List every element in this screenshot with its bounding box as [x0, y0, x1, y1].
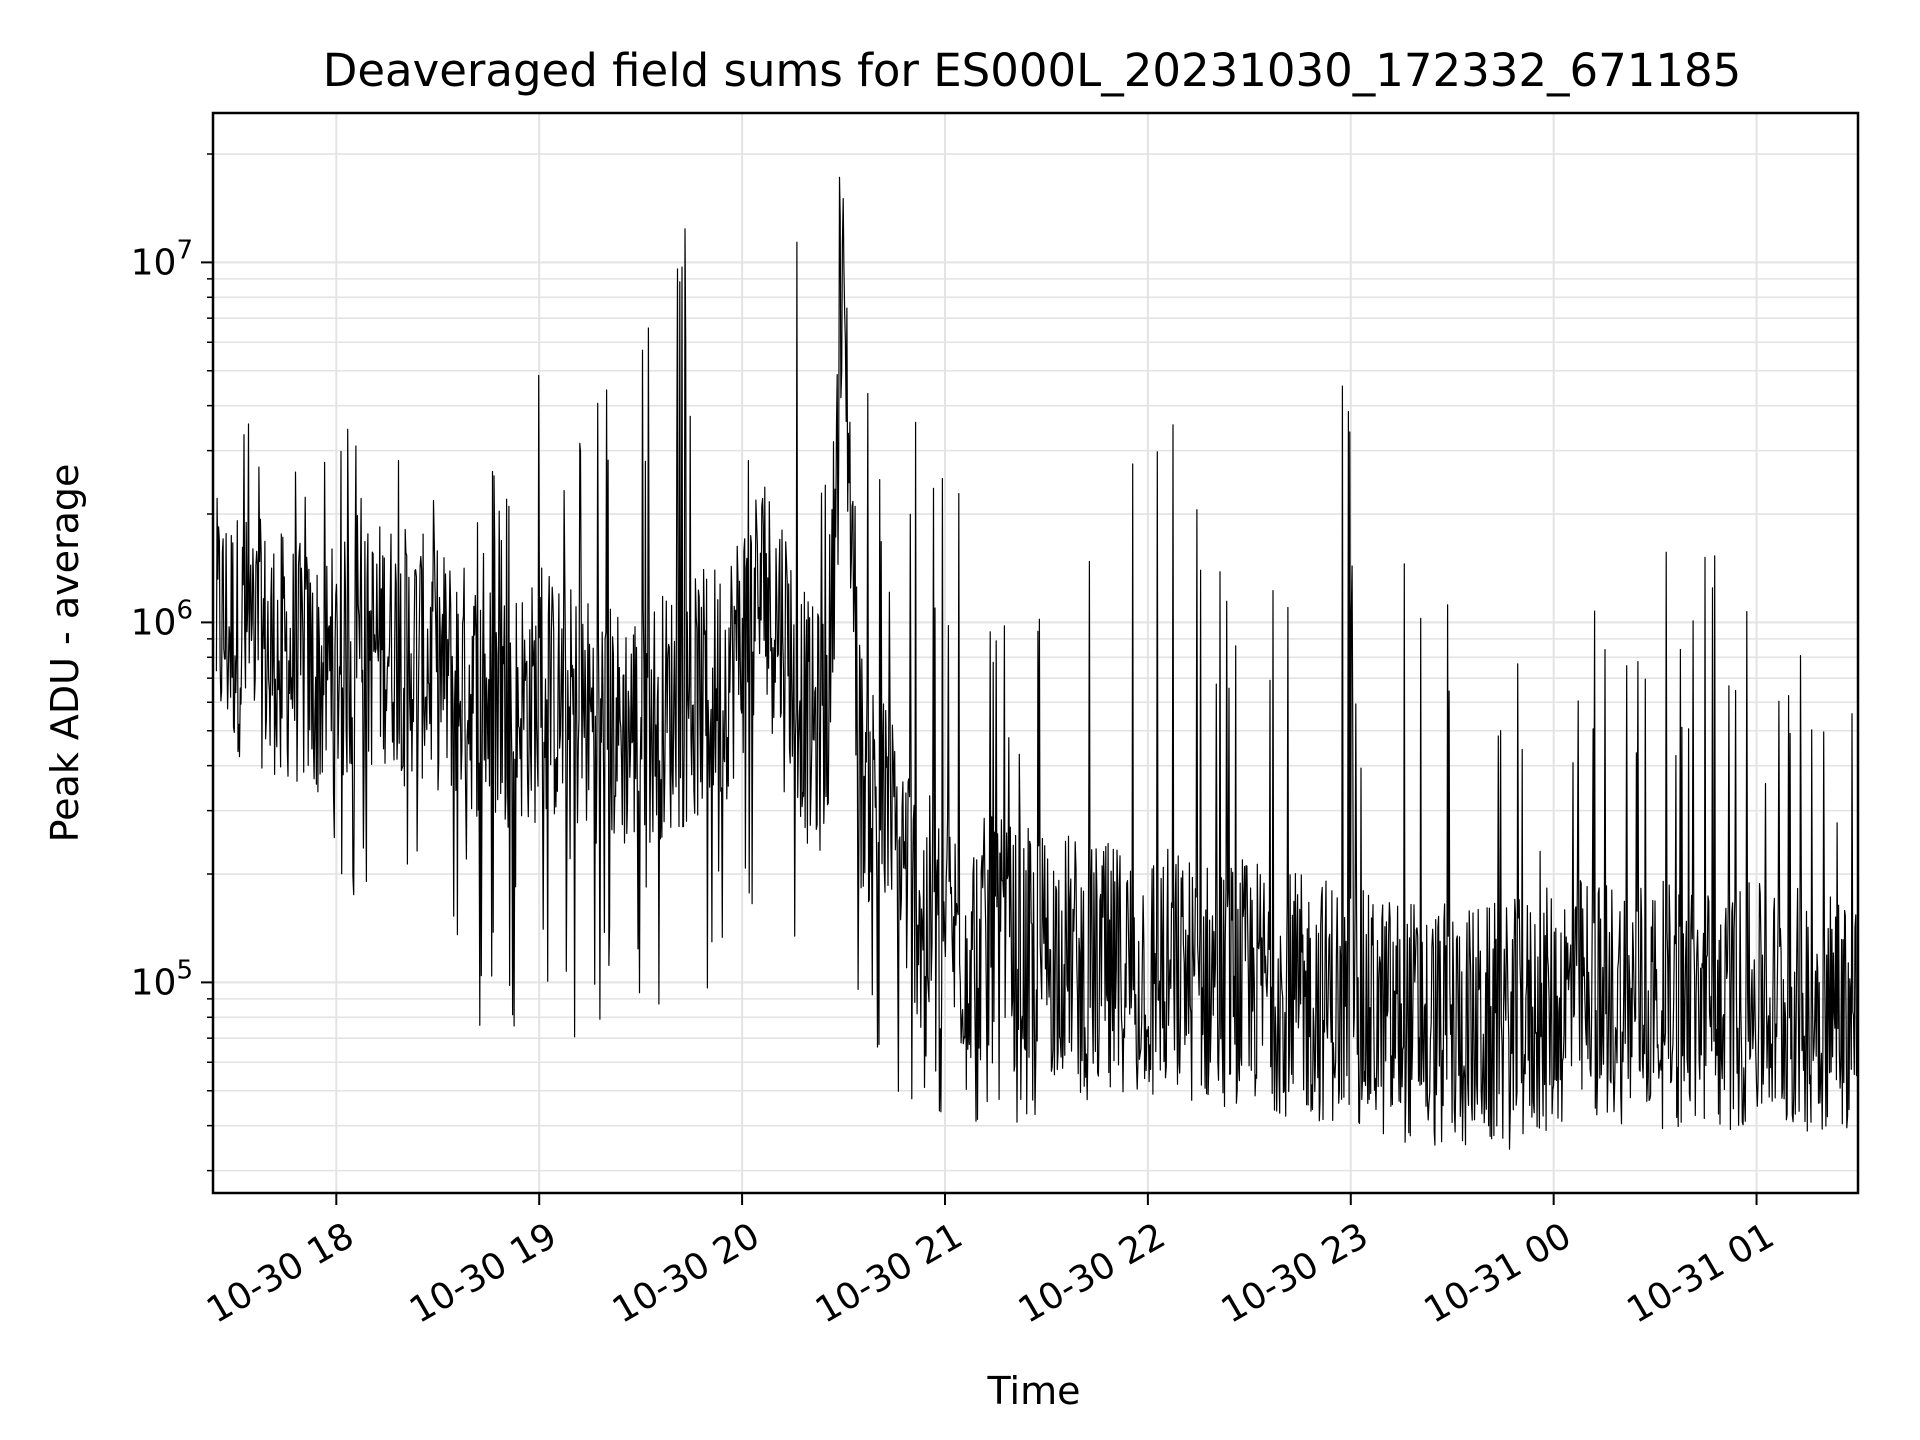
- y-tick-label: 106: [131, 595, 193, 643]
- y-tick-label: 105: [131, 955, 193, 1003]
- y-tick-label: 107: [131, 235, 193, 283]
- x-axis-label: Time: [987, 1369, 1081, 1413]
- plot-frame: [211, 111, 1860, 1195]
- grid-lines: [213, 113, 1858, 1193]
- y-axis-label: Peak ADU - average: [43, 464, 87, 843]
- data-series: [215, 176, 1859, 1150]
- series-line: [215, 176, 1859, 1150]
- chart-title: Deaveraged field sums for ES000L_2023103…: [323, 44, 1742, 97]
